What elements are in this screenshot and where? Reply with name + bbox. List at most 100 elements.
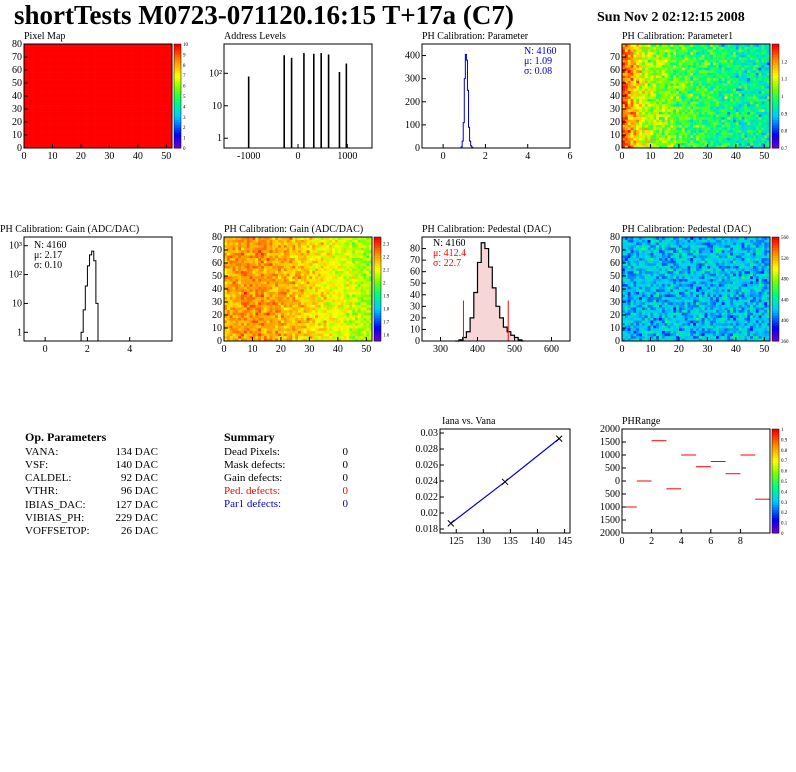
heatmap-cell xyxy=(117,55,122,58)
heatmap-cell xyxy=(43,138,48,141)
heatmap-cell xyxy=(143,49,147,51)
heatmap-cell xyxy=(664,67,668,71)
heatmap-cell xyxy=(146,73,150,76)
heatmap-cell xyxy=(140,44,144,46)
heatmap-cell xyxy=(41,128,45,131)
heatmap-cell xyxy=(664,111,668,115)
heatmap-cell xyxy=(630,93,634,97)
heatmap-cell xyxy=(49,125,53,128)
heatmap-cell xyxy=(670,111,674,115)
heatmap-cell xyxy=(52,131,56,133)
heatmap-cell xyxy=(112,44,116,46)
heatmap-cell xyxy=(157,58,161,60)
palette-cell xyxy=(174,106,181,110)
heatmap-cell xyxy=(24,51,28,54)
heatmap-cell xyxy=(154,50,159,53)
heatmap-cell xyxy=(120,68,124,71)
heatmap-cell xyxy=(46,67,50,69)
heatmap-cell xyxy=(160,105,164,107)
heatmap-cell xyxy=(149,67,153,69)
heatmap-cell xyxy=(137,84,141,86)
heatmap-cell xyxy=(639,116,643,120)
heatmap-cell xyxy=(169,63,173,66)
heatmap-cell xyxy=(106,47,110,50)
heatmap-cell xyxy=(644,62,648,66)
heatmap-cell xyxy=(163,89,167,92)
heatmap-cell xyxy=(61,54,65,56)
heatmap-cell xyxy=(149,62,153,64)
heatmap-cell xyxy=(146,96,150,98)
heatmap-cell xyxy=(89,116,93,119)
heatmap-cell xyxy=(32,93,36,95)
heatmap-cell xyxy=(160,46,164,49)
heatmap-cell xyxy=(630,80,634,84)
heatmap-cell xyxy=(653,85,657,89)
heatmap-cell xyxy=(24,133,28,136)
heatmap-cell xyxy=(75,101,79,103)
heatmap-cell xyxy=(169,123,173,125)
heatmap-cell xyxy=(95,62,99,64)
heatmap-cell xyxy=(123,119,127,121)
heatmap-cell xyxy=(78,83,82,85)
heatmap-cell xyxy=(667,135,671,138)
heatmap-cell xyxy=(43,145,48,147)
heatmap-cell xyxy=(55,68,59,71)
heatmap-cell xyxy=(98,127,102,129)
heatmap-cell xyxy=(46,119,50,121)
heatmap-cell xyxy=(100,106,104,108)
heatmap-cell xyxy=(29,141,33,144)
heatmap-cell xyxy=(86,68,90,71)
heatmap-cell xyxy=(123,135,127,137)
heatmap-cell xyxy=(43,80,48,82)
heatmap-cell xyxy=(63,88,67,90)
heatmap-cell xyxy=(644,103,648,107)
heatmap-cell xyxy=(146,63,150,66)
heatmap-cell xyxy=(98,135,102,137)
heatmap-cell xyxy=(26,80,30,82)
heatmap-cell xyxy=(103,84,107,86)
heatmap-cell xyxy=(106,99,110,102)
heatmap-cell xyxy=(66,120,70,123)
heatmap-cell xyxy=(26,97,30,99)
heatmap-cell xyxy=(63,138,67,141)
heatmap-cell xyxy=(83,106,87,108)
page-title: shortTests M0723-071120.16:15 T+17a (C7) xyxy=(14,0,514,30)
heatmap-cell xyxy=(43,96,48,98)
heatmap-cell xyxy=(140,47,144,50)
heatmap-cell xyxy=(126,93,130,95)
heatmap-cell xyxy=(63,112,67,115)
heatmap-cell xyxy=(58,105,62,107)
heatmap-cell xyxy=(667,49,671,53)
heatmap-cell xyxy=(61,94,65,97)
heatmap-cell xyxy=(112,85,116,88)
heatmap-cell xyxy=(163,77,167,80)
heatmap-cell xyxy=(120,140,124,142)
heatmap-cell xyxy=(163,96,167,98)
heatmap-cell xyxy=(129,136,133,138)
heatmap-cell xyxy=(63,86,67,89)
heatmap-cell xyxy=(661,93,665,97)
heatmap-cell xyxy=(169,105,173,107)
heatmap-cell xyxy=(140,112,144,115)
heatmap-cell xyxy=(622,72,626,76)
heatmap-cell xyxy=(98,97,102,99)
heatmap-cell xyxy=(163,86,167,89)
heatmap-cell xyxy=(75,112,79,115)
heatmap-cell xyxy=(92,114,96,116)
heatmap-cell xyxy=(109,54,113,56)
heatmap-cell xyxy=(115,138,119,141)
heatmap-cell xyxy=(169,124,173,127)
heatmap-cell xyxy=(117,106,122,108)
heatmap-cell xyxy=(58,83,62,85)
heatmap-cell xyxy=(166,112,170,115)
heatmap-cell xyxy=(639,140,643,144)
heatmap-cell xyxy=(103,92,107,94)
palette-cell xyxy=(174,114,181,118)
heatmap-cell xyxy=(656,72,660,76)
heatmap-cell xyxy=(154,62,159,64)
heatmap-cell xyxy=(152,92,156,94)
heatmap-cell xyxy=(112,90,116,93)
heatmap-cell xyxy=(166,144,170,146)
heatmap-cell xyxy=(639,98,643,102)
heatmap-cell xyxy=(46,80,50,82)
